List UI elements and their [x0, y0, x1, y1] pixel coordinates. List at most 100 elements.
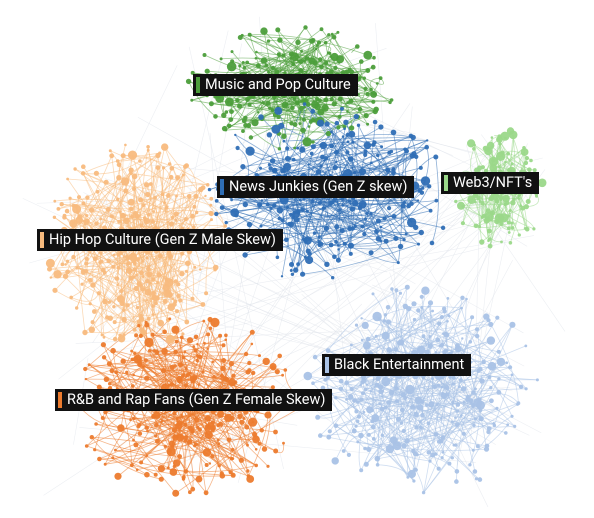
node [284, 155, 291, 162]
node [243, 409, 249, 415]
node [69, 295, 73, 300]
node [151, 277, 156, 282]
node [454, 199, 458, 204]
node [222, 376, 228, 382]
node [161, 143, 169, 151]
edge [365, 389, 482, 420]
node [209, 203, 213, 207]
edge [229, 111, 322, 128]
node [394, 288, 399, 293]
node [245, 146, 255, 156]
edge [172, 367, 283, 379]
node [62, 273, 69, 279]
node [267, 70, 271, 74]
node [335, 257, 341, 263]
node [157, 253, 163, 259]
node [411, 448, 416, 454]
node [421, 490, 426, 495]
node [382, 319, 387, 323]
node [117, 219, 122, 224]
node [153, 301, 158, 306]
node [411, 301, 417, 307]
node [359, 468, 364, 473]
node [437, 321, 442, 326]
node [111, 456, 115, 460]
node [238, 64, 242, 68]
edge [79, 427, 476, 463]
node [192, 225, 196, 229]
node [274, 106, 283, 115]
node [461, 431, 466, 436]
node [69, 219, 78, 228]
edge [164, 146, 217, 268]
node [137, 423, 142, 427]
node [334, 224, 340, 230]
node [106, 258, 111, 264]
node [427, 305, 430, 308]
node [144, 320, 148, 324]
node [347, 199, 352, 203]
node [180, 413, 183, 416]
node [193, 442, 199, 447]
node [164, 206, 168, 210]
node [212, 375, 216, 379]
node [282, 441, 285, 445]
node [363, 461, 369, 467]
node [229, 456, 234, 461]
node [243, 115, 248, 121]
node [129, 418, 132, 422]
node [289, 212, 293, 217]
node [186, 337, 194, 344]
node [265, 202, 270, 207]
node [195, 358, 199, 363]
edge [94, 449, 234, 476]
node [144, 471, 150, 478]
node [277, 216, 281, 221]
node [138, 197, 144, 203]
node [448, 375, 452, 379]
node [270, 385, 275, 390]
node [148, 182, 153, 186]
node [82, 219, 86, 223]
node [289, 269, 293, 272]
node [151, 313, 155, 316]
node [497, 134, 502, 139]
node [155, 438, 160, 444]
node [175, 175, 181, 181]
node [341, 135, 345, 138]
node [190, 213, 195, 219]
node [300, 49, 303, 53]
node [237, 413, 243, 420]
edge [152, 241, 510, 329]
node [248, 95, 253, 99]
node [440, 225, 446, 230]
node [169, 382, 174, 387]
edge [209, 361, 225, 391]
edge [204, 339, 226, 344]
node [123, 188, 129, 194]
node [418, 229, 424, 236]
edge [162, 193, 194, 231]
edge [277, 29, 340, 64]
node [275, 255, 280, 260]
node [146, 145, 150, 149]
node [356, 123, 361, 128]
node [491, 212, 494, 216]
node [151, 304, 155, 308]
node [416, 345, 426, 355]
color-bar [58, 392, 62, 408]
node [355, 44, 360, 49]
node [342, 241, 347, 246]
node [416, 308, 421, 313]
edge [84, 332, 183, 335]
node [345, 150, 350, 155]
node [261, 446, 268, 452]
color-bar [220, 179, 224, 195]
edge [377, 418, 476, 459]
node [168, 174, 174, 180]
node [305, 248, 311, 254]
node [119, 289, 123, 293]
node [349, 386, 354, 392]
edge [465, 298, 480, 408]
node [318, 433, 323, 438]
